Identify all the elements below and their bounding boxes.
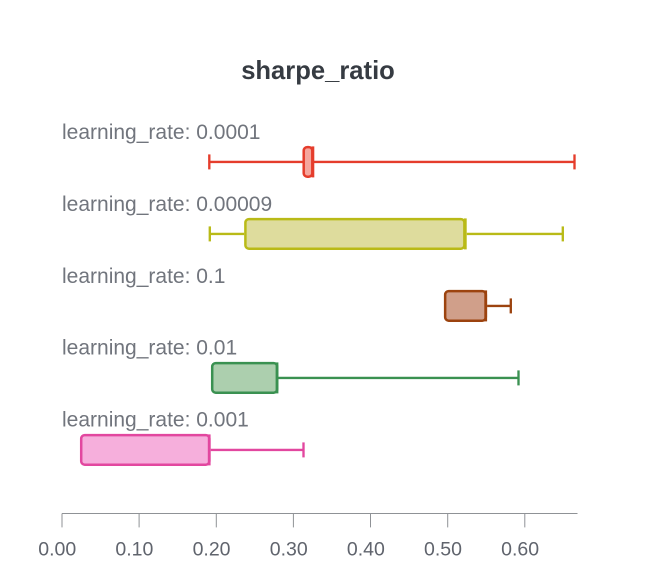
svg-text:0.60: 0.60 [501,538,539,560]
svg-text:sharpe_ratio: sharpe_ratio [241,57,395,85]
svg-text:learning_rate: 0.001: learning_rate: 0.001 [62,409,249,432]
svg-text:0.00: 0.00 [38,538,76,560]
svg-text:learning_rate: 0.00009: learning_rate: 0.00009 [62,193,272,216]
svg-text:0.40: 0.40 [347,538,385,560]
svg-text:learning_rate: 0.0001: learning_rate: 0.0001 [62,121,261,144]
svg-text:0.50: 0.50 [424,538,462,560]
svg-text:learning_rate: 0.01: learning_rate: 0.01 [62,337,237,360]
svg-text:0.30: 0.30 [270,538,308,560]
svg-text:0.20: 0.20 [193,538,231,560]
svg-text:0.10: 0.10 [115,538,153,560]
svg-text:learning_rate: 0.1: learning_rate: 0.1 [62,265,225,288]
